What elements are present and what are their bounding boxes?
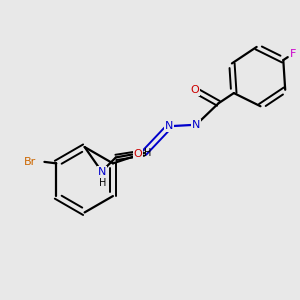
Text: F: F (290, 49, 296, 58)
Text: N: N (98, 167, 106, 176)
Text: Br: Br (23, 157, 36, 167)
Text: H: H (144, 148, 151, 158)
Text: O: O (134, 149, 142, 160)
Text: H: H (100, 178, 107, 188)
Text: O: O (190, 85, 199, 95)
Text: N: N (165, 121, 174, 131)
Text: N: N (192, 120, 200, 130)
